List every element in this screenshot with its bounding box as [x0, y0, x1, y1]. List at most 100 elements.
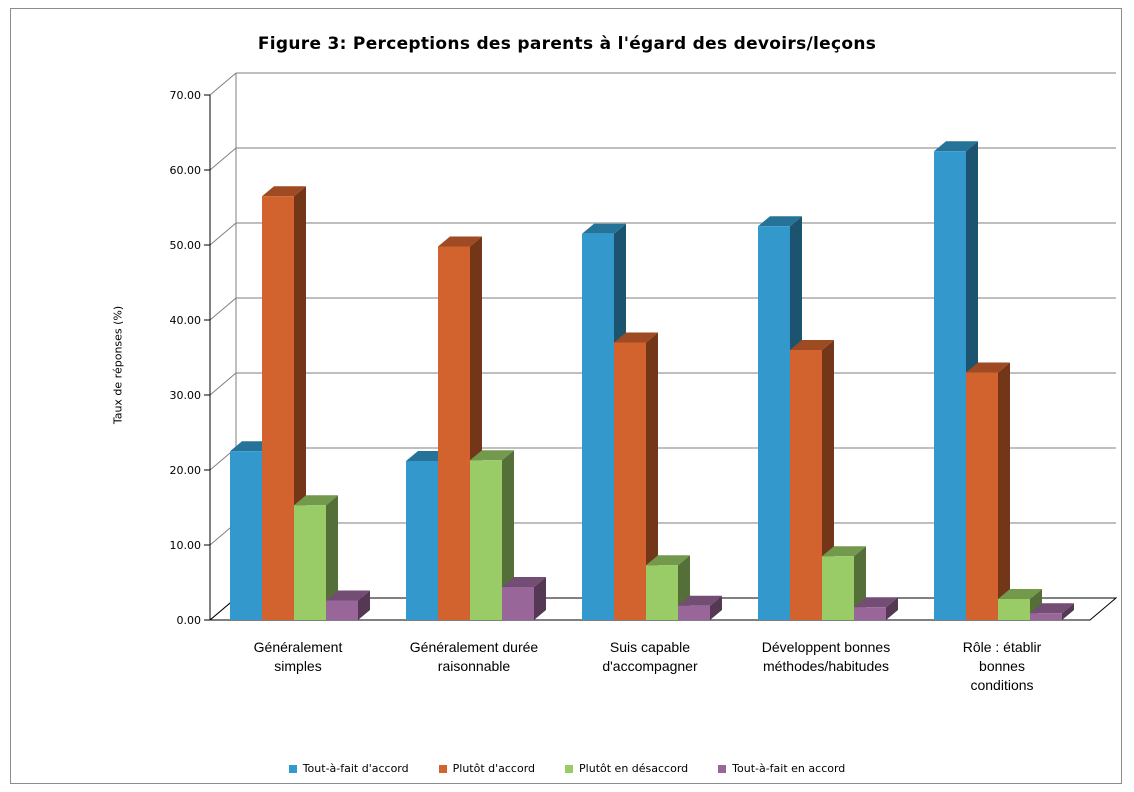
- x-tick-label-line: conditions: [970, 677, 1033, 693]
- y-tick-label: 20.00: [170, 464, 202, 477]
- y-tick-label: 0.00: [177, 614, 202, 627]
- grid-diagonal: [209, 147, 237, 171]
- bar-top: [790, 340, 834, 350]
- bar-front: [854, 607, 886, 620]
- bar-side: [534, 577, 546, 620]
- bar-top: [438, 236, 482, 247]
- y-tick-label: 30.00: [170, 389, 202, 402]
- bar-front: [998, 599, 1030, 620]
- bar-side: [502, 450, 514, 620]
- chart-title: Figure 3: Perceptions des parents à l'ég…: [257, 34, 877, 54]
- bar-front: [614, 342, 646, 620]
- legend-swatch: [288, 764, 297, 773]
- bar: [758, 216, 802, 620]
- bar-top: [758, 216, 802, 227]
- x-tick-label: Suis capable d'accompagner: [602, 639, 698, 674]
- bar-side: [326, 495, 338, 620]
- bar-front: [758, 226, 790, 620]
- x-tick-label: Généralement simples: [254, 639, 343, 674]
- bar-top: [262, 186, 306, 197]
- bar-top: [502, 577, 546, 587]
- bar-front: [438, 246, 470, 620]
- x-tick-label-line: Développent bonnes: [762, 639, 890, 655]
- bar-top: [646, 555, 690, 566]
- bar-front: [934, 151, 966, 620]
- bar-front: [326, 600, 358, 620]
- bar-front: [230, 451, 262, 620]
- bar: [326, 590, 370, 620]
- bar-top: [998, 589, 1042, 599]
- legend-item: Tout-à-fait d'accord: [288, 762, 409, 775]
- bar-side: [646, 332, 658, 620]
- legend-item: Plutôt en désaccord: [565, 762, 688, 775]
- bar-top: [934, 141, 978, 152]
- legend-label: Plutôt en désaccord: [579, 762, 689, 775]
- chart-legend: Tout-à-fait d'accord Plutôt d'accord Plutô…: [0, 762, 1134, 775]
- bar-top: [614, 332, 658, 343]
- legend-swatch: [565, 764, 574, 773]
- legend-item: Plutôt d'accord: [438, 762, 536, 775]
- x-tick-label-line: simples: [274, 658, 321, 674]
- x-tick-label: Rôle : établir bonnes conditions: [963, 639, 1042, 693]
- bar-top: [678, 595, 722, 606]
- bar-front: [822, 556, 854, 620]
- bar-front: [678, 605, 710, 620]
- bar-front: [294, 505, 326, 620]
- x-tick-label-line: raisonnable: [438, 658, 511, 674]
- x-tick-label-line: Rôle : établir: [963, 639, 1042, 655]
- bar-side: [886, 597, 898, 620]
- bar-front: [470, 460, 502, 620]
- bar-front: [502, 587, 534, 620]
- legend-label: Plutôt d'accord: [452, 762, 536, 775]
- grid-diagonal: [209, 372, 237, 396]
- bar-front: [646, 565, 678, 620]
- x-tick-label: Généralement durée raisonnable: [410, 639, 539, 674]
- bar-top: [854, 597, 898, 608]
- legend-swatch: [718, 764, 727, 773]
- legend-label: Tout-à-fait en accord: [732, 762, 846, 775]
- y-tick-label: 70.00: [170, 89, 202, 102]
- grid-diagonal: [209, 72, 237, 96]
- y-tick-label: 40.00: [170, 314, 202, 327]
- bar-side: [998, 362, 1010, 620]
- grid-diagonal: [209, 222, 237, 246]
- bar-front: [966, 372, 998, 620]
- bar-front: [406, 461, 438, 620]
- bar-front: [582, 233, 614, 620]
- y-tick-label: 60.00: [170, 164, 202, 177]
- grid-diagonal: [209, 297, 237, 321]
- bar: [966, 362, 1010, 620]
- bar: [1030, 603, 1074, 620]
- bar-top: [1030, 603, 1074, 614]
- x-tick-label-line: Généralement: [254, 639, 343, 655]
- legend-swatch: [438, 764, 447, 773]
- bar-top: [470, 450, 514, 461]
- y-tick-label: 50.00: [170, 239, 202, 252]
- legend-item: Tout-à-fait en accord: [718, 762, 845, 775]
- x-tick-label-line: méthodes/habitudes: [763, 658, 889, 674]
- bar-top: [326, 590, 370, 601]
- bars: [230, 141, 1074, 620]
- x-tick-label: Développent bonnes méthodes/habitudes: [762, 639, 890, 674]
- bar-front: [790, 350, 822, 620]
- x-tick-label-line: Généralement durée: [410, 639, 539, 655]
- legend-label: Tout-à-fait d'accord: [302, 762, 409, 775]
- bar: [678, 595, 722, 620]
- bar-top: [582, 223, 626, 234]
- bar-top: [966, 362, 1010, 373]
- x-tick-label-line: bonnes: [979, 658, 1025, 674]
- bar: [470, 450, 514, 620]
- x-tick-label-line: Suis capable: [610, 639, 690, 655]
- bar-side: [1062, 603, 1074, 620]
- y-tick-label: 10.00: [170, 539, 202, 552]
- bar: [294, 495, 338, 620]
- bar-side: [710, 595, 722, 620]
- x-tick-label-line: d'accompagner: [602, 658, 698, 674]
- bar-side: [358, 590, 370, 620]
- bar-top: [822, 546, 866, 557]
- bar-front: [262, 196, 294, 620]
- bar: [502, 577, 546, 620]
- bar: [614, 332, 658, 620]
- bar-top: [294, 495, 338, 506]
